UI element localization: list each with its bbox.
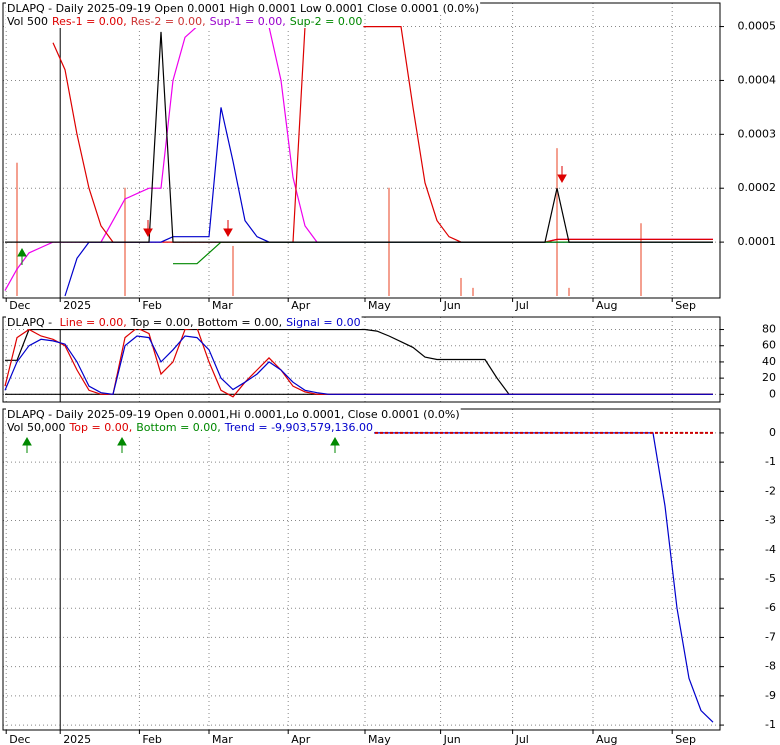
- x-tick-label: 2025: [63, 299, 91, 312]
- sell-arrow: [223, 220, 233, 238]
- title-background: [6, 2, 481, 15]
- x-tick-label: Jun: [443, 733, 461, 745]
- panel: 0 20 40 60 80 DLAPQ - Line = 0.00, Top = 0.00,…: [2, 316, 776, 403]
- x-tick-label: 2025: [63, 733, 91, 745]
- y-tick-label: 0.0005: [738, 20, 777, 33]
- title-background: [6, 316, 362, 329]
- y-tick-label: -1: [765, 455, 776, 468]
- x-tick-label: Jul: [515, 299, 529, 312]
- x-tick-label: Feb: [142, 299, 161, 312]
- y-tick-label: 80: [762, 323, 776, 336]
- volume-bar: [568, 287, 570, 296]
- legend-entry: Trend = -9,903,579,136.00: [224, 421, 373, 434]
- volume-bar: [460, 277, 462, 296]
- title: DLAPQ - Line = 0.00, Top = 0.00, Bottom = …: [7, 316, 361, 329]
- x-tick-label: May: [368, 733, 391, 745]
- legend-entry: Top = 0.00,: [68, 421, 132, 434]
- y-tick-label: -9: [765, 689, 776, 702]
- signal-arrows: [17, 166, 567, 453]
- y-tick-label: 0: [769, 426, 776, 439]
- sell-arrow: [143, 220, 153, 238]
- y-tick-label: -8: [765, 660, 776, 673]
- y-tick-label: 0.0001: [738, 235, 777, 248]
- volume-bar: [232, 245, 234, 296]
- legend-entry: Res-2 = 0.00,: [131, 15, 206, 28]
- legend-entry: Bottom = 0.00,: [136, 421, 221, 434]
- x-tick-label: Dec: [9, 299, 30, 312]
- x-tick-label: Sep: [675, 733, 696, 745]
- series-line: [5, 31, 713, 243]
- y-tick-label: 60: [762, 339, 776, 352]
- y-tick-label: 20: [762, 371, 776, 384]
- title-entry: DLAPQ -: [7, 316, 56, 329]
- x-tick-label: Feb: [142, 733, 161, 745]
- legend: Vol 500 Res-1 = 0.00, Res-2 = 0.00, Sup-1 =…: [7, 15, 362, 28]
- y-tick-label: -6: [765, 601, 776, 614]
- title-entry: Signal = 0.00: [286, 316, 361, 329]
- legend-entry: Sup-1 = 0.00,: [210, 15, 286, 28]
- title-entry: Top = 0.00,: [130, 316, 194, 329]
- volume-bar: [640, 223, 642, 296]
- legend-background: [6, 15, 364, 28]
- panel: 0.0001 0.0002 0.0003 0.0004 0.0005 Dec 2025 Feb…: [2, 2, 777, 312]
- x-tick-label: Sep: [675, 299, 696, 312]
- buy-arrow: [17, 247, 27, 265]
- y-tick-label: -7: [765, 630, 776, 643]
- legend-entry: Sup-2 = 0.00: [290, 15, 363, 28]
- y-tick-label: 0.0003: [738, 127, 777, 140]
- legend-entry: Vol 500: [7, 15, 48, 28]
- buy-arrow: [117, 436, 127, 453]
- volume-bar: [472, 287, 474, 296]
- y-tick-label: -4: [765, 543, 776, 556]
- series-line: [52, 26, 713, 243]
- x-tick-label: Apr: [291, 299, 311, 312]
- x-tick-label: Mar: [212, 733, 233, 745]
- panel: 0 -1 -2 -3 -4 -5 -6 -7 -8 -9 -1 Dec 2025 Feb Mar Apr May…: [2, 408, 776, 745]
- buy-arrow: [330, 436, 340, 453]
- y-tick-label: -1: [765, 718, 776, 731]
- x-tick-label: Jun: [443, 299, 461, 312]
- buy-arrow: [22, 436, 32, 453]
- x-tick-label: Jul: [515, 733, 529, 745]
- y-tick-label: -2: [765, 484, 776, 497]
- legend: Vol 50,000 Top = 0.00, Bottom = 0.00, Trend…: [7, 421, 373, 434]
- title: DLAPQ - Daily 2025-09-19 Open 0.0001 Hig…: [7, 2, 479, 15]
- legend-entry: Vol 50,000: [7, 421, 65, 434]
- x-tick-label: Aug: [596, 733, 617, 745]
- title: DLAPQ - Daily 2025-09-19 Open 0.0001,Hi …: [7, 408, 460, 421]
- sell-arrow: [557, 166, 567, 184]
- y-tick-label: 0.0004: [738, 73, 777, 86]
- y-tick-label: 40: [762, 355, 776, 368]
- volume-bar: [556, 148, 558, 296]
- title-background: [6, 408, 461, 421]
- series-line: [4, 335, 713, 395]
- y-tick-label: 0.0002: [738, 181, 777, 194]
- legend-entry: Res-1 = 0.00,: [52, 15, 127, 28]
- x-tick-label: May: [368, 299, 391, 312]
- y-tick-label: -5: [765, 572, 776, 585]
- x-tick-label: Mar: [212, 299, 233, 312]
- x-tick-label: Dec: [9, 733, 30, 745]
- title-entry: Line = 0.00,: [60, 316, 127, 329]
- x-tick-label: Aug: [596, 299, 617, 312]
- y-tick-label: 0: [769, 387, 776, 400]
- x-tick-label: Apr: [291, 733, 311, 745]
- title-entry: DLAPQ - Daily 2025-09-19 Open 0.0001 Hig…: [7, 2, 479, 15]
- title-entry: DLAPQ - Daily 2025-09-19 Open 0.0001,Hi …: [7, 408, 460, 421]
- title-entry: Bottom = 0.00,: [198, 316, 283, 329]
- y-tick-label: -3: [765, 514, 776, 527]
- volume-bar: [16, 162, 18, 296]
- legend-background: [6, 421, 375, 434]
